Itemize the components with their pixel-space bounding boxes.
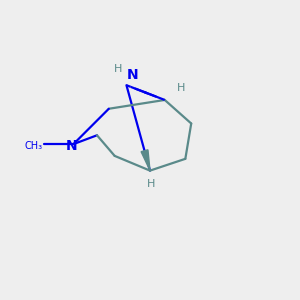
Text: H: H bbox=[147, 179, 156, 189]
Text: H: H bbox=[177, 83, 185, 93]
Text: CH₃: CH₃ bbox=[25, 141, 43, 151]
Text: N: N bbox=[127, 68, 138, 82]
Text: H: H bbox=[113, 64, 122, 74]
Text: N: N bbox=[66, 139, 78, 153]
Polygon shape bbox=[141, 150, 150, 171]
